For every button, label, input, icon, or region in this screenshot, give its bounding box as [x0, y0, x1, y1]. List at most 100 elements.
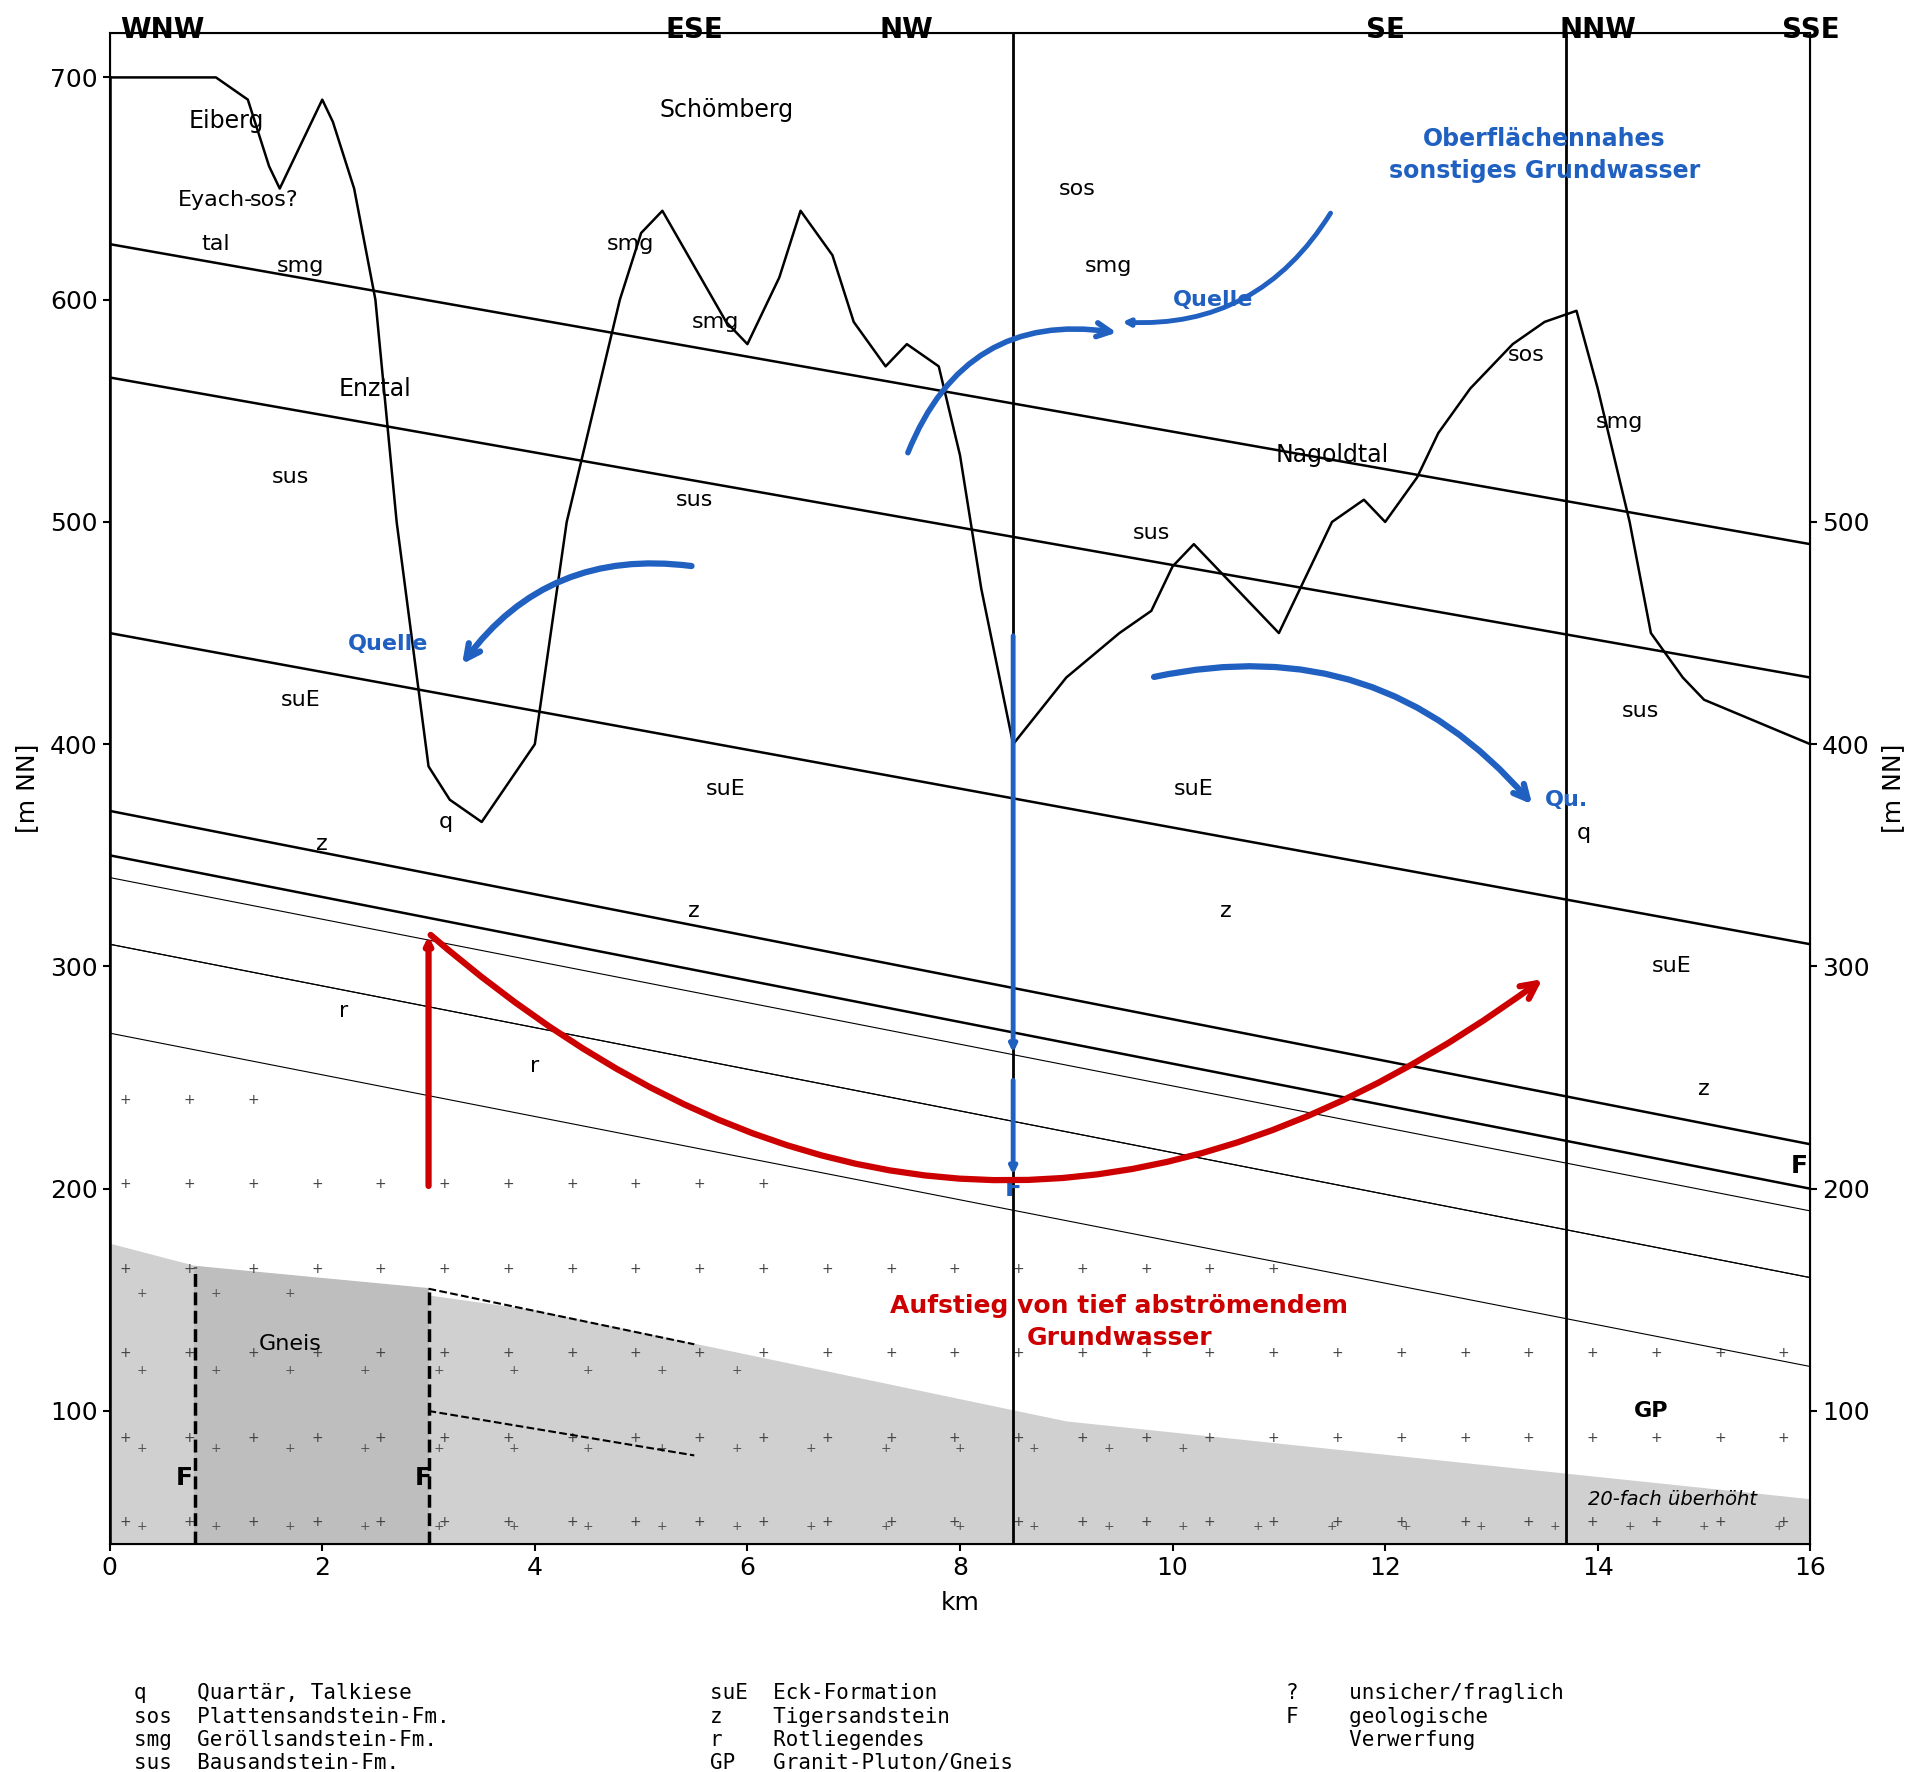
Text: +: +: [1332, 1430, 1344, 1444]
Text: +: +: [374, 1177, 386, 1191]
Text: +: +: [1012, 1430, 1023, 1444]
Text: +: +: [885, 1430, 897, 1444]
Text: +: +: [693, 1430, 705, 1444]
Text: Aufstieg von tief abströmendem
Grundwasser: Aufstieg von tief abströmendem Grundwass…: [891, 1294, 1348, 1350]
Text: z: z: [1697, 1079, 1711, 1099]
Text: +: +: [434, 1520, 445, 1533]
Text: smg: smg: [691, 312, 739, 331]
FancyArrowPatch shape: [1154, 666, 1528, 799]
Text: +: +: [693, 1177, 705, 1191]
Text: Qu.: Qu.: [1544, 790, 1588, 810]
Text: +: +: [1651, 1347, 1663, 1361]
Text: +: +: [1267, 1430, 1279, 1444]
Text: +: +: [1104, 1520, 1114, 1533]
Text: +: +: [438, 1262, 451, 1276]
Text: +: +: [1012, 1515, 1023, 1529]
Text: +: +: [184, 1177, 196, 1191]
Text: +: +: [758, 1262, 770, 1276]
Text: suE: suE: [1173, 778, 1213, 799]
Text: +: +: [374, 1515, 386, 1529]
Text: +: +: [374, 1262, 386, 1276]
Text: sus: sus: [1133, 523, 1169, 542]
Text: +: +: [1778, 1430, 1789, 1444]
Text: +: +: [1651, 1430, 1663, 1444]
Text: +: +: [1715, 1515, 1726, 1529]
Text: +: +: [136, 1442, 146, 1455]
Text: +: +: [136, 1520, 146, 1533]
Text: +: +: [732, 1520, 743, 1533]
Text: +: +: [885, 1347, 897, 1361]
Text: GP: GP: [1634, 1402, 1668, 1421]
Text: +: +: [1778, 1347, 1789, 1361]
Polygon shape: [194, 1267, 428, 1545]
Text: +: +: [311, 1515, 323, 1529]
Text: +: +: [1459, 1430, 1471, 1444]
Text: ESE: ESE: [666, 16, 724, 44]
Text: Quelle: Quelle: [348, 634, 428, 654]
Text: +: +: [184, 1262, 196, 1276]
Text: +: +: [822, 1347, 833, 1361]
Text: r: r: [530, 1056, 540, 1076]
Text: suE: suE: [707, 778, 747, 799]
Text: Oberflächennahes
sonstiges Grundwasser: Oberflächennahes sonstiges Grundwasser: [1388, 128, 1701, 183]
Text: NNW: NNW: [1559, 16, 1636, 44]
Text: +: +: [630, 1177, 641, 1191]
Text: +: +: [248, 1430, 259, 1444]
Text: suE  Eck-Formation
z    Tigersandstein
r    Rotliegendes
GP   Granit-Pluton/Gnei: suE Eck-Formation z Tigersandstein r Rot…: [710, 1683, 1014, 1772]
Text: z: z: [317, 835, 328, 854]
Text: +: +: [758, 1177, 770, 1191]
Text: F: F: [1004, 1177, 1021, 1201]
Text: +: +: [1699, 1520, 1709, 1533]
Text: +: +: [806, 1442, 816, 1455]
Text: +: +: [311, 1430, 323, 1444]
Text: +: +: [284, 1364, 296, 1377]
Text: +: +: [1402, 1520, 1411, 1533]
Text: +: +: [806, 1520, 816, 1533]
Text: +: +: [438, 1347, 451, 1361]
Text: +: +: [509, 1442, 518, 1455]
Text: +: +: [879, 1442, 891, 1455]
Text: +: +: [948, 1262, 960, 1276]
Text: +: +: [359, 1520, 371, 1533]
Text: smg: smg: [276, 257, 324, 276]
Text: +: +: [758, 1347, 770, 1361]
Text: +: +: [1077, 1347, 1089, 1361]
Text: +: +: [284, 1286, 296, 1299]
Text: +: +: [1204, 1262, 1215, 1276]
Text: +: +: [758, 1515, 770, 1529]
Text: +: +: [1459, 1347, 1471, 1361]
Text: +: +: [630, 1430, 641, 1444]
Text: +: +: [1396, 1430, 1407, 1444]
Text: +: +: [284, 1520, 296, 1533]
Text: +: +: [184, 1093, 196, 1108]
Text: +: +: [693, 1515, 705, 1529]
Text: +: +: [657, 1442, 668, 1455]
Text: +: +: [1029, 1442, 1041, 1455]
Text: smg: smg: [1085, 257, 1133, 276]
Text: +: +: [630, 1347, 641, 1361]
Text: +: +: [1624, 1520, 1636, 1533]
Text: +: +: [503, 1347, 515, 1361]
Text: +: +: [1012, 1347, 1023, 1361]
Text: +: +: [503, 1430, 515, 1444]
Text: +: +: [566, 1430, 578, 1444]
Text: +: +: [732, 1442, 743, 1455]
Text: +: +: [248, 1093, 259, 1108]
Text: SE: SE: [1365, 16, 1405, 44]
Text: +: +: [136, 1364, 146, 1377]
Text: +: +: [1077, 1430, 1089, 1444]
X-axis label: km: km: [941, 1591, 979, 1616]
Text: Nagoldtal: Nagoldtal: [1275, 443, 1388, 468]
Text: +: +: [438, 1430, 451, 1444]
Text: +: +: [1586, 1515, 1597, 1529]
Text: +: +: [1778, 1515, 1789, 1529]
Text: sos?: sos?: [250, 190, 300, 209]
Text: +: +: [211, 1286, 221, 1299]
Text: +: +: [503, 1515, 515, 1529]
Text: q    Quartär, Talkiese
sos  Plattensandstein-Fm.
smg  Geröllsandstein-Fm.
sus  B: q Quartär, Talkiese sos Plattensandstein…: [134, 1683, 449, 1772]
Text: +: +: [954, 1442, 966, 1455]
Text: +: +: [1140, 1515, 1152, 1529]
Text: +: +: [566, 1177, 578, 1191]
Text: sos: sos: [1058, 179, 1094, 198]
Text: +: +: [1715, 1347, 1726, 1361]
